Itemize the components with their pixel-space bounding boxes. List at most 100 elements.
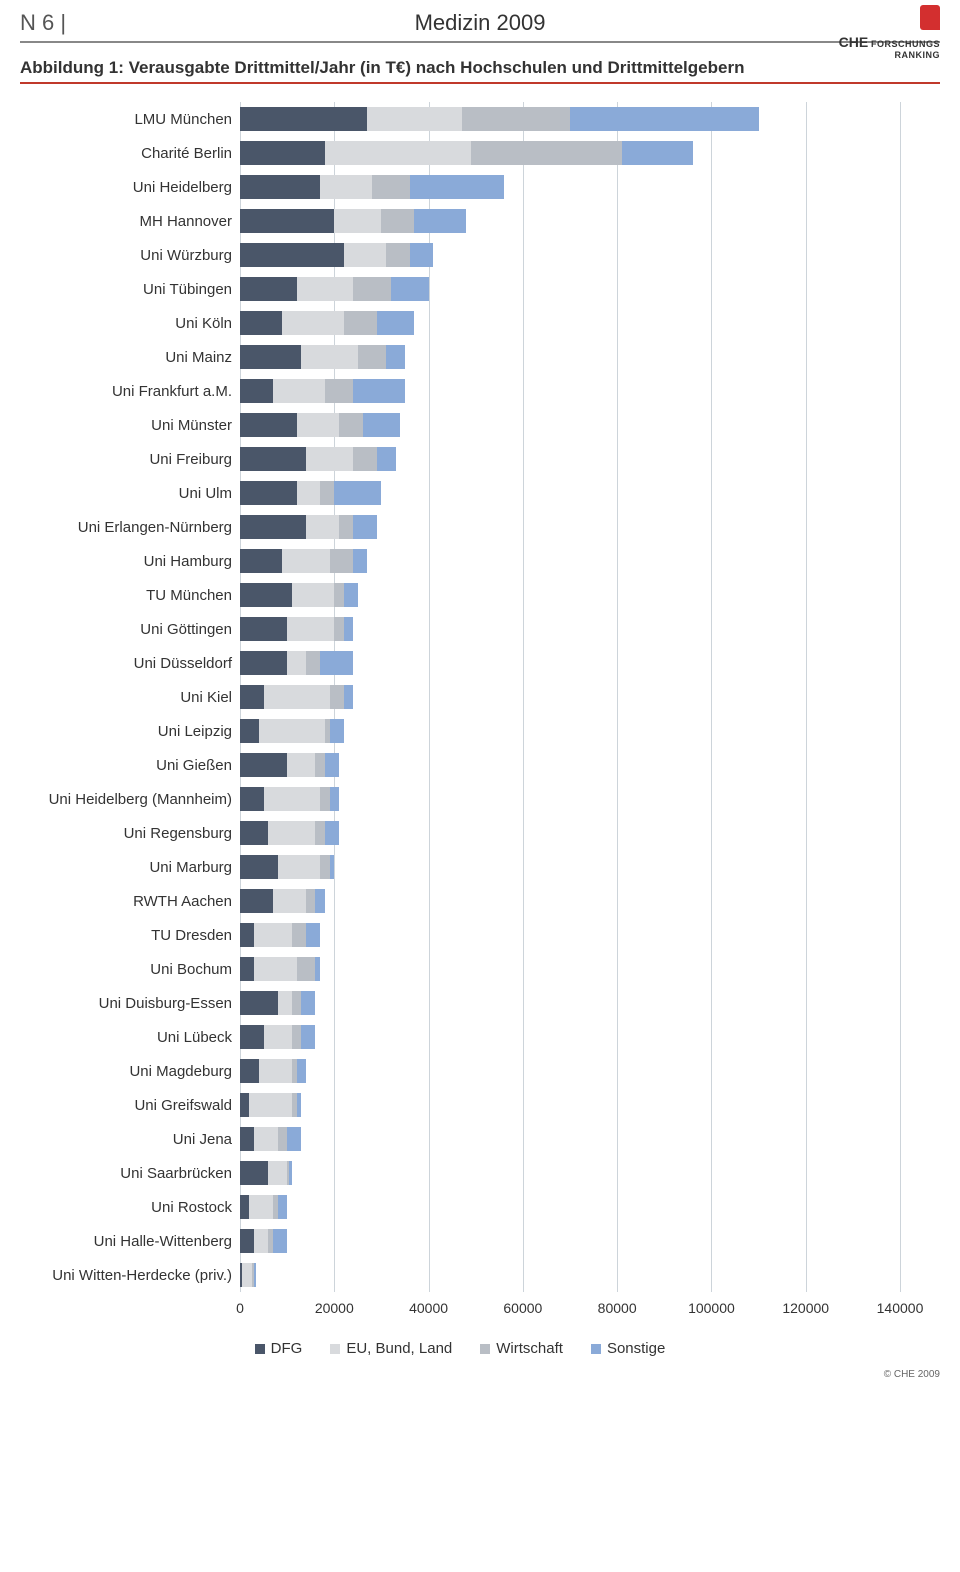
- chart-row: Charité Berlin: [0, 136, 920, 170]
- header-left: N 6 |: [20, 10, 66, 36]
- y-axis-label: Uni Saarbrücken: [0, 1165, 240, 1182]
- bar-segment-wirtschaft: [381, 209, 414, 233]
- bar-segment-wirtschaft: [344, 311, 377, 335]
- bar-segment-sonstige: [334, 481, 381, 505]
- bar-segment-sonstige: [330, 787, 339, 811]
- chart-row: Uni Witten-Herdecke (priv.): [0, 1258, 920, 1292]
- chart-row: LMU München: [0, 102, 920, 136]
- bar-segment-sonstige: [386, 345, 405, 369]
- y-axis-label: Uni Marburg: [0, 859, 240, 876]
- bar-segment-dfg: [240, 1127, 254, 1151]
- bar-segment-sonstige: [297, 1093, 302, 1117]
- y-axis-label: Uni Köln: [0, 315, 240, 332]
- bar-area: [240, 107, 920, 131]
- bar-segment-wirtschaft: [353, 447, 377, 471]
- bar-segment-dfg: [240, 447, 306, 471]
- bar-stack: [240, 957, 920, 981]
- bar-segment-dfg: [240, 821, 268, 845]
- chart-row: Uni Heidelberg: [0, 170, 920, 204]
- legend-label: Sonstige: [607, 1340, 665, 1357]
- bar-segment-dfg: [240, 515, 306, 539]
- bar-segment-sonstige: [353, 515, 377, 539]
- bar-area: [240, 549, 920, 573]
- chart-row: TU München: [0, 578, 920, 612]
- bar-segment-dfg: [240, 889, 273, 913]
- y-axis-label: Uni Lübeck: [0, 1029, 240, 1046]
- bar-stack: [240, 923, 920, 947]
- y-axis-label: Uni Magdeburg: [0, 1063, 240, 1080]
- bar-segment-eu_bund_land: [268, 821, 315, 845]
- bar-segment-eu_bund_land: [264, 1025, 292, 1049]
- bar-area: [240, 175, 920, 199]
- bar-area: [240, 1127, 920, 1151]
- bar-segment-dfg: [240, 855, 278, 879]
- bar-area: [240, 481, 920, 505]
- bar-segment-sonstige: [289, 1161, 291, 1185]
- bar-segment-eu_bund_land: [297, 277, 354, 301]
- bar-segment-sonstige: [301, 1025, 315, 1049]
- bar-segment-eu_bund_land: [367, 107, 461, 131]
- x-tick-label: 20000: [315, 1300, 354, 1316]
- y-axis-label: Uni Heidelberg: [0, 179, 240, 196]
- bar-segment-eu_bund_land: [254, 1127, 278, 1151]
- bar-segment-eu_bund_land: [344, 243, 386, 267]
- y-axis-label: Uni Freiburg: [0, 451, 240, 468]
- legend: DFGEU, Bund, LandWirtschaftSonstige: [0, 1340, 920, 1367]
- bar-stack: [240, 855, 920, 879]
- chart-row: Uni Freiburg: [0, 442, 920, 476]
- bar-stack: [240, 991, 920, 1015]
- bar-segment-wirtschaft: [339, 413, 363, 437]
- chart-row: Uni Mainz: [0, 340, 920, 374]
- chart-row: Uni Greifswald: [0, 1088, 920, 1122]
- bar-segment-wirtschaft: [462, 107, 570, 131]
- bar-stack: [240, 889, 920, 913]
- bar-stack: [240, 141, 920, 165]
- bar-segment-sonstige: [273, 1229, 287, 1253]
- y-axis-label: Uni Halle-Wittenberg: [0, 1233, 240, 1250]
- chart-row: TU Dresden: [0, 918, 920, 952]
- bar-segment-eu_bund_land: [297, 413, 339, 437]
- bar-area: [240, 515, 920, 539]
- bar-segment-eu_bund_land: [287, 617, 334, 641]
- y-axis-label: RWTH Aachen: [0, 893, 240, 910]
- bar-segment-dfg: [240, 141, 325, 165]
- bar-segment-dfg: [240, 719, 259, 743]
- bar-area: [240, 1093, 920, 1117]
- che-logo: CHE FORSCHUNGS RANKING: [839, 5, 940, 61]
- y-axis-label: Uni Heidelberg (Mannheim): [0, 791, 240, 808]
- bar-segment-eu_bund_land: [320, 175, 372, 199]
- bar-segment-wirtschaft: [320, 787, 329, 811]
- bar-area: [240, 719, 920, 743]
- bar-segment-sonstige: [570, 107, 759, 131]
- bar-segment-dfg: [240, 1195, 249, 1219]
- legend-label: Wirtschaft: [496, 1340, 563, 1357]
- bar-segment-eu_bund_land: [334, 209, 381, 233]
- bar-segment-dfg: [240, 107, 367, 131]
- bar-segment-dfg: [240, 1229, 254, 1253]
- che-logo-icon: [920, 5, 940, 30]
- x-tick-label: 40000: [409, 1300, 448, 1316]
- bar-segment-eu_bund_land: [264, 787, 321, 811]
- y-axis-label: Uni Tübingen: [0, 281, 240, 298]
- chart-row: Uni Marburg: [0, 850, 920, 884]
- bar-area: [240, 277, 920, 301]
- chart-row: Uni Magdeburg: [0, 1054, 920, 1088]
- bar-segment-wirtschaft: [325, 379, 353, 403]
- bar-stack: [240, 277, 920, 301]
- stacked-bar-chart: LMU MünchenCharité Berlin Uni Heidelberg M…: [0, 102, 920, 1292]
- bar-stack: [240, 1025, 920, 1049]
- bar-segment-wirtschaft: [278, 1127, 287, 1151]
- bar-segment-sonstige: [377, 311, 415, 335]
- page-header: N 6 | Medizin 2009 CHE FORSCHUNGS RANKIN…: [0, 0, 960, 41]
- bar-segment-eu_bund_land: [292, 583, 334, 607]
- bar-segment-dfg: [240, 1161, 268, 1185]
- bar-segment-dfg: [240, 1059, 259, 1083]
- y-axis-label: Uni Erlangen-Nürnberg: [0, 519, 240, 536]
- bar-stack: [240, 1195, 920, 1219]
- bar-area: [240, 753, 920, 777]
- y-axis-label: MH Hannover: [0, 213, 240, 230]
- bar-segment-dfg: [240, 617, 287, 641]
- legend-item-eu_bund_land: EU, Bund, Land: [330, 1340, 452, 1357]
- bar-segment-sonstige: [622, 141, 693, 165]
- bar-segment-eu_bund_land: [273, 889, 306, 913]
